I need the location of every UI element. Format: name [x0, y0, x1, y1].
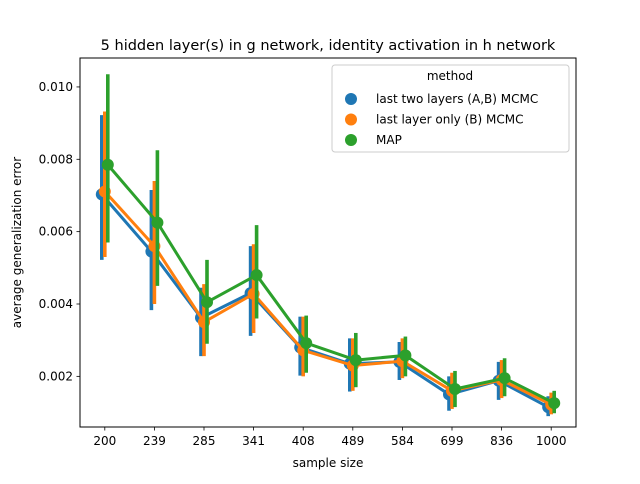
y-tick-label: 0.002 — [39, 369, 73, 383]
legend-box — [331, 64, 570, 153]
legend-marker — [345, 134, 357, 146]
legend-label: last layer only (B) MCMC — [376, 113, 523, 127]
data-point — [300, 337, 313, 350]
legend-label: last two layers (A,B) MCMC — [376, 92, 538, 106]
x-tick-label: 239 — [143, 434, 166, 448]
data-point — [101, 158, 114, 171]
x-tick-label: 1000 — [536, 434, 567, 448]
x-tick-label: 489 — [341, 434, 364, 448]
y-tick-label: 0.004 — [39, 297, 73, 311]
y-tick-label: 0.008 — [39, 152, 73, 166]
legend-marker — [345, 93, 357, 105]
series-2 — [101, 74, 561, 414]
series-line — [106, 163, 555, 405]
x-tick-label: 584 — [391, 434, 414, 448]
x-axis: 200 239 285 341 408 489 584 699 836 1000 — [93, 427, 566, 448]
x-tick-label: 200 — [93, 434, 116, 448]
plot-area — [95, 74, 561, 417]
legend-label: MAP — [376, 133, 402, 147]
data-point — [548, 397, 561, 410]
chart-title: 5 hidden layer(s) in g network, identity… — [101, 38, 556, 54]
data-point — [399, 349, 412, 362]
x-tick-label: 341 — [242, 434, 265, 448]
legend: method last two layers (A,B) MCMC last la… — [331, 64, 570, 153]
x-tick-label: 408 — [292, 434, 315, 448]
legend-title: method — [427, 69, 473, 83]
data-point — [201, 296, 213, 309]
data-point — [250, 269, 263, 282]
data-point — [151, 216, 164, 229]
legend-entries: last two layers (A,B) MCMC last layer onl… — [345, 92, 538, 147]
x-tick-label: 836 — [490, 434, 513, 448]
y-axis-label: average generalization error — [10, 157, 24, 328]
y-tick-label: 0.010 — [39, 80, 73, 94]
x-tick-label: 285 — [193, 434, 216, 448]
data-point — [349, 354, 362, 367]
x-tick-label: 699 — [441, 434, 464, 448]
axes-frame — [79, 57, 577, 428]
data-point — [498, 372, 511, 385]
y-axis: 0.002 0.004 0.006 0.008 0.010 — [39, 80, 80, 383]
y-tick-label: 0.006 — [39, 225, 73, 239]
x-axis-label: sample size — [293, 456, 364, 470]
data-point — [449, 383, 461, 396]
legend-marker — [345, 113, 357, 126]
